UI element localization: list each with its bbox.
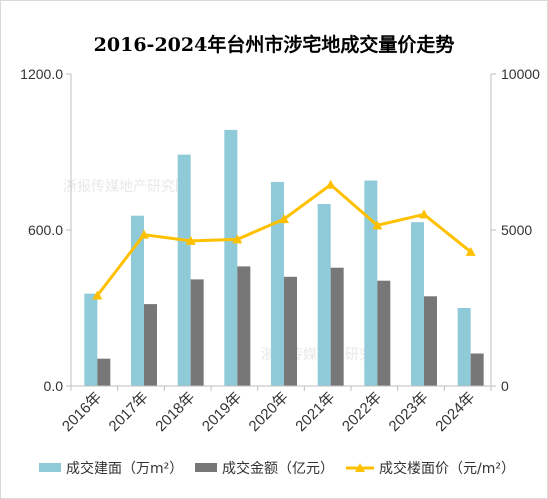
bar-area-4: [271, 181, 284, 386]
x-tick-label: 2023年: [386, 389, 432, 435]
legend-swatch-marker: [355, 463, 365, 472]
chart-title: 2016-2024年台州市涉宅地成交量价走势: [94, 33, 455, 56]
bar-amount-4: [284, 276, 297, 386]
bar-amount-5: [330, 267, 344, 386]
x-tick-label: 2019年: [199, 389, 245, 435]
price-point-0: [92, 290, 103, 300]
watermark-text: 浙报传媒地产研究院: [63, 179, 189, 195]
y-left-tick-label: 600.0: [28, 222, 63, 238]
price-point-1: [139, 229, 149, 239]
bar-area-3: [224, 129, 238, 386]
bar-area-1: [131, 215, 144, 386]
bar-area-2: [177, 154, 191, 386]
legend-label: 成交建面（万m²）: [66, 460, 183, 477]
x-tick-label: 2020年: [246, 389, 292, 435]
bar-amount-6: [377, 280, 391, 386]
legend-item-price: 成交楼面价（元/m²）: [346, 460, 515, 477]
legend-label: 成交楼面价（元/m²）: [379, 460, 515, 477]
legend-swatch: [39, 463, 61, 472]
price-point-2: [185, 235, 196, 245]
price-point-4: [279, 214, 289, 224]
bar-amount-3: [237, 266, 251, 386]
line-series-group: [92, 179, 476, 300]
y-tick-labels: 0.0 600.0 1200.0 0 5000 10000: [20, 66, 540, 394]
bar-series-group: [84, 129, 484, 386]
x-tick-label: 2024年: [432, 389, 478, 435]
legend-item-amount: 成交金额（亿元）: [195, 460, 334, 477]
bar-area-0: [84, 293, 98, 386]
bar-amount-1: [144, 304, 157, 386]
x-tick-labels: 2016年 2017年 2018年 2019年 2020年 2021年 2022年 2023年…: [59, 389, 479, 435]
price-point-5: [325, 179, 336, 189]
y-left-tick-label: 0.0: [44, 378, 64, 394]
x-tick-label: 2021年: [292, 389, 338, 435]
price-point-6: [372, 220, 383, 230]
y-right-tick-label: 0: [501, 378, 509, 394]
price-point-3: [232, 234, 243, 244]
bar-amount-8: [470, 353, 484, 386]
x-tick-label: 2016年: [59, 389, 105, 435]
x-tick-label: 2017年: [106, 389, 152, 435]
bar-area-6: [364, 180, 378, 386]
bar-area-7: [411, 222, 424, 386]
legend-label: 成交金额（亿元）: [222, 460, 334, 477]
y-right-tick-label: 5000: [501, 222, 532, 238]
y-left-tick-label: 1200.0: [20, 66, 63, 82]
bar-amount-7: [424, 296, 437, 386]
bar-amount-0: [97, 358, 111, 386]
legend-swatch: [195, 463, 217, 472]
legend: 成交建面（万m²） 成交金额（亿元） 成交楼面价（元/m²）: [39, 460, 515, 477]
bar-area-5: [317, 204, 331, 386]
x-tick-label: 2022年: [339, 389, 385, 435]
y-right-tick-label: 10000: [501, 66, 540, 82]
bar-area-8: [457, 308, 471, 386]
legend-item-area: 成交建面（万m²）: [39, 460, 183, 477]
price-point-8: [465, 246, 476, 256]
price-point-7: [419, 209, 429, 219]
axes-group: [66, 73, 496, 391]
bar-amount-2: [190, 279, 204, 386]
x-tick-label: 2018年: [152, 389, 198, 435]
